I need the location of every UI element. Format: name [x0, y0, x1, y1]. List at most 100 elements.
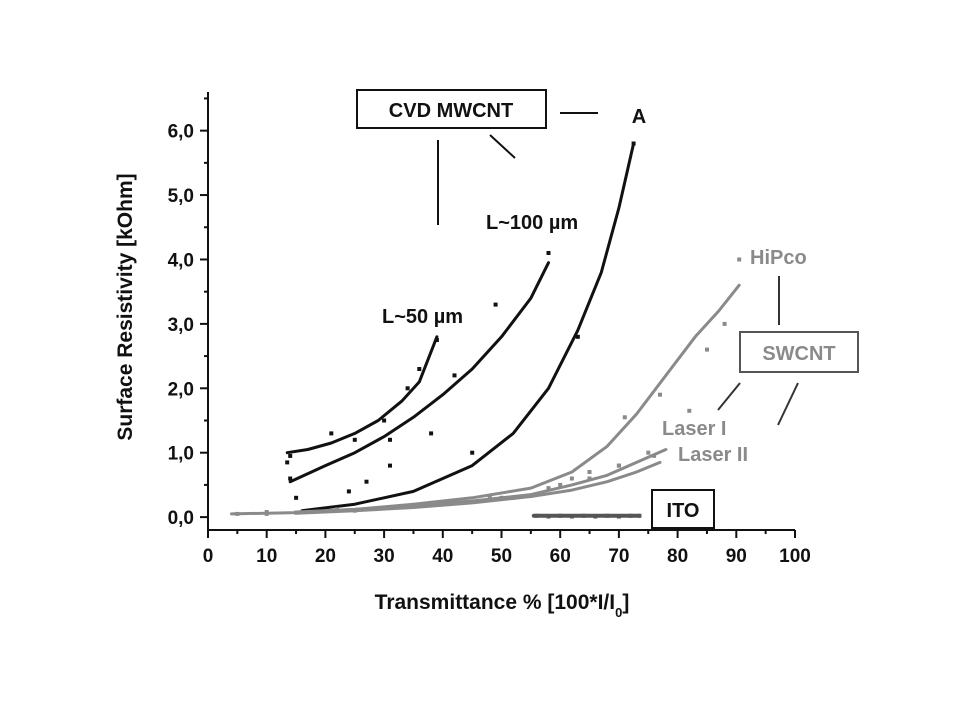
- fit-curve: [285, 335, 439, 455]
- data-point: [429, 431, 434, 436]
- data-point: [581, 513, 586, 518]
- x-axis-title-main: Transmittance % [100*I/I: [375, 591, 615, 614]
- data-point: [737, 257, 742, 262]
- fit-curve: [294, 448, 668, 514]
- data-point: [329, 431, 334, 436]
- data-point: [687, 408, 692, 413]
- data-point: [628, 513, 633, 518]
- y-tick-label: 3,0: [168, 315, 194, 336]
- data-point: [294, 495, 299, 500]
- data-point: [575, 334, 580, 339]
- data-point: [569, 476, 574, 481]
- data-point: [346, 489, 351, 494]
- data-point: [616, 463, 621, 468]
- label-l100: L~100 µm: [486, 212, 578, 234]
- data-point: [558, 482, 563, 487]
- series-swcnt-5: [264, 453, 662, 515]
- laser2-leader: [777, 382, 799, 426]
- fit-curve: [230, 283, 741, 516]
- label-l50: L~50 µm: [382, 306, 463, 328]
- data-point: [434, 338, 439, 342]
- data-point: [288, 453, 293, 458]
- axes: 0 10 20 30 40 50 60 70 80 90 100 0,0 1,0 2,0 3,0 4,0 5,0…: [168, 92, 811, 567]
- fit-curve: [288, 261, 550, 484]
- data-point: [388, 463, 392, 468]
- laser1-leader: [717, 382, 741, 411]
- label-laser1: Laser I: [662, 418, 726, 440]
- data-point: [587, 476, 592, 481]
- data-point: [546, 251, 551, 255]
- ito-box: [651, 489, 715, 529]
- y-tick-label: 0,0: [168, 508, 194, 529]
- swcnt-box: [739, 331, 859, 373]
- x-tick-label: 10: [256, 546, 277, 567]
- data-point: [352, 437, 357, 442]
- cvd-mwcnt-label: CVD MWCNT: [389, 100, 513, 122]
- x-tick-label: 30: [374, 546, 395, 567]
- ito-label: ITO: [667, 500, 700, 522]
- data-point: [285, 460, 290, 465]
- label-hipco: HiPco: [750, 247, 807, 269]
- cvd-mwcnt-leader-2: [489, 134, 516, 159]
- data-point: [593, 514, 598, 519]
- x-tick-label: 0: [203, 546, 214, 567]
- series-layer: [230, 141, 742, 519]
- data-point: [235, 511, 240, 516]
- data-point: [382, 418, 387, 423]
- data-point: [534, 513, 539, 518]
- y-axis-title: Surface Resistivity [kOhm]: [114, 173, 137, 440]
- data-point: [388, 437, 392, 442]
- x-tick-label: 50: [491, 546, 512, 567]
- data-point: [335, 507, 340, 512]
- data-point: [264, 510, 269, 514]
- data-point: [658, 392, 662, 397]
- data-point: [646, 450, 651, 455]
- cvd-mwcnt-box: [356, 89, 547, 129]
- x-tick-label: 40: [432, 546, 453, 567]
- data-point: [546, 486, 551, 491]
- x-tick-label: 100: [779, 546, 811, 567]
- data-point: [429, 500, 434, 505]
- data-point: [587, 470, 592, 474]
- series-mwcnt-0: [285, 335, 439, 465]
- x-tick-label: 70: [608, 546, 629, 567]
- series-ito-6: [531, 513, 642, 519]
- data-point: [452, 373, 457, 378]
- x-tick-label: 20: [315, 546, 336, 567]
- x-axis-title-sub: 0: [615, 605, 622, 620]
- data-point: [417, 367, 422, 371]
- series-swcnt-3: [230, 257, 742, 516]
- label-a: A: [632, 106, 646, 128]
- swcnt-label: SWCNT: [762, 343, 835, 365]
- label-laser2: Laser II: [678, 444, 748, 466]
- y-tick-label: 4,0: [168, 250, 194, 271]
- data-point: [622, 415, 627, 420]
- data-point: [616, 514, 621, 519]
- data-point: [637, 513, 642, 518]
- data-point: [722, 321, 727, 326]
- data-point: [558, 513, 563, 518]
- x-tick-label: 90: [726, 546, 747, 567]
- fit-curve: [300, 142, 636, 513]
- x-axis-title-close: ]: [622, 591, 629, 614]
- data-point: [705, 347, 709, 352]
- x-axis-title: Transmittance % [100*I/I0]: [375, 591, 630, 620]
- data-point: [631, 141, 636, 146]
- data-point: [569, 514, 574, 519]
- series-mwcnt-2: [294, 141, 636, 513]
- y-tick-label: 2,0: [168, 379, 194, 400]
- y-tick-label: 6,0: [168, 122, 194, 143]
- data-point: [364, 479, 369, 484]
- data-point: [288, 476, 293, 481]
- data-point: [499, 495, 504, 500]
- data-point: [493, 302, 498, 307]
- x-tick-label: 80: [667, 546, 688, 567]
- data-point: [546, 514, 551, 519]
- y-tick-label: 1,0: [168, 444, 194, 465]
- data-point: [605, 513, 610, 518]
- series-mwcnt-1: [288, 251, 551, 494]
- fit-curve: [294, 460, 662, 515]
- x-tick-label: 60: [550, 546, 571, 567]
